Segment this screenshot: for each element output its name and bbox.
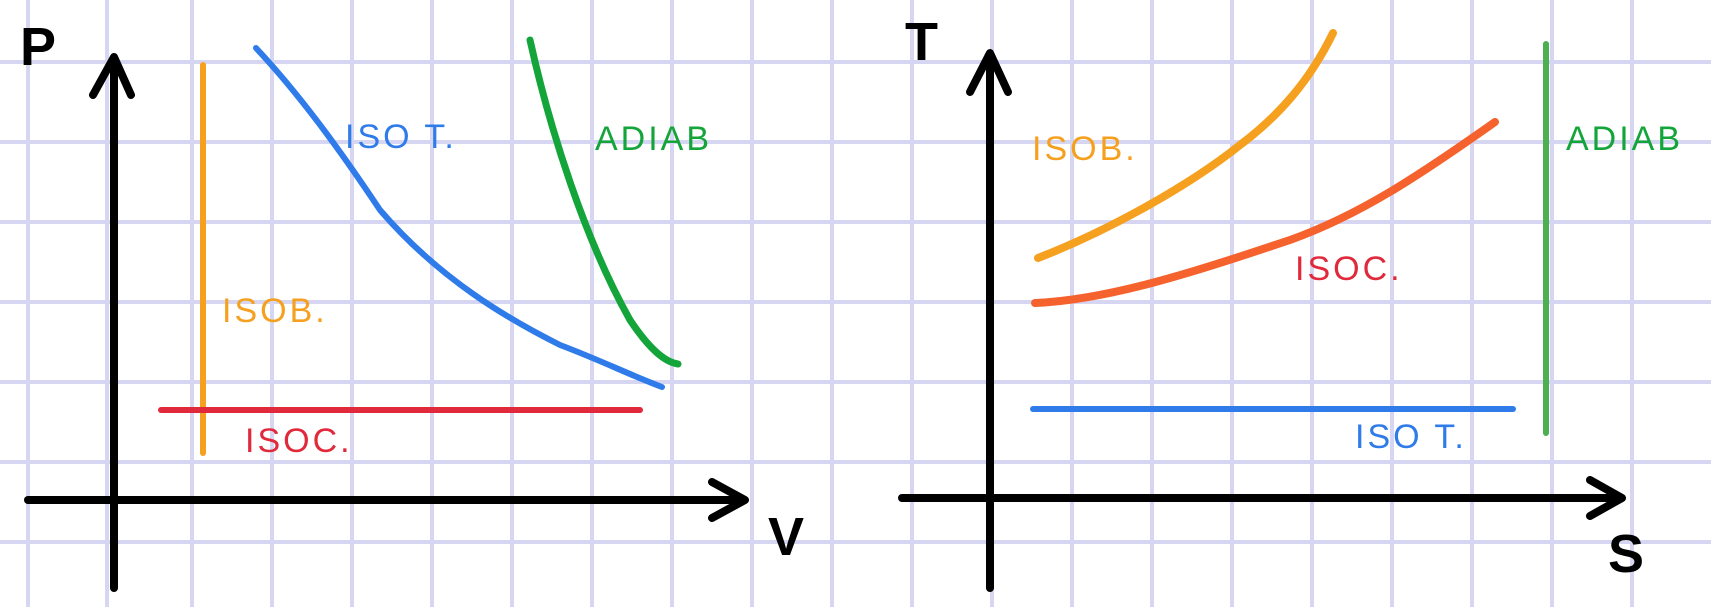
ts-isochore-curve [1031, 118, 1499, 307]
pv-isotherm-curve [253, 45, 665, 390]
ts-x-arrowhead [1586, 476, 1626, 520]
ts-x-axis-label: S [1608, 524, 1644, 584]
pv-adiab-label: ADIAB [595, 120, 712, 158]
ts-isob-label: ISOB. [1032, 130, 1138, 168]
pv-isob-label: ISOB. [222, 292, 328, 330]
pv-y-axis-label: P [20, 17, 56, 77]
ts-isoc-label: ISOC. [1295, 250, 1403, 288]
ts-diagram [898, 29, 1626, 592]
pv-x-arrowhead [708, 478, 749, 522]
pv-isoc-label: ISOC. [245, 422, 353, 460]
pv-isot-label: ISO T. [345, 118, 457, 156]
ts-isot-label: ISO T. [1355, 418, 1467, 456]
pv-diagram [24, 36, 749, 592]
ts-y-arrowhead [966, 49, 1012, 96]
pv-x-axis-label: V [768, 507, 804, 567]
ts-y-axis-label: T [905, 12, 938, 72]
pv-adiabat-curve [526, 36, 682, 368]
ts-adiab-label: ADIAB [1566, 120, 1683, 158]
ts-isobar-curve [1034, 29, 1337, 262]
pv-y-arrowhead [89, 53, 135, 99]
